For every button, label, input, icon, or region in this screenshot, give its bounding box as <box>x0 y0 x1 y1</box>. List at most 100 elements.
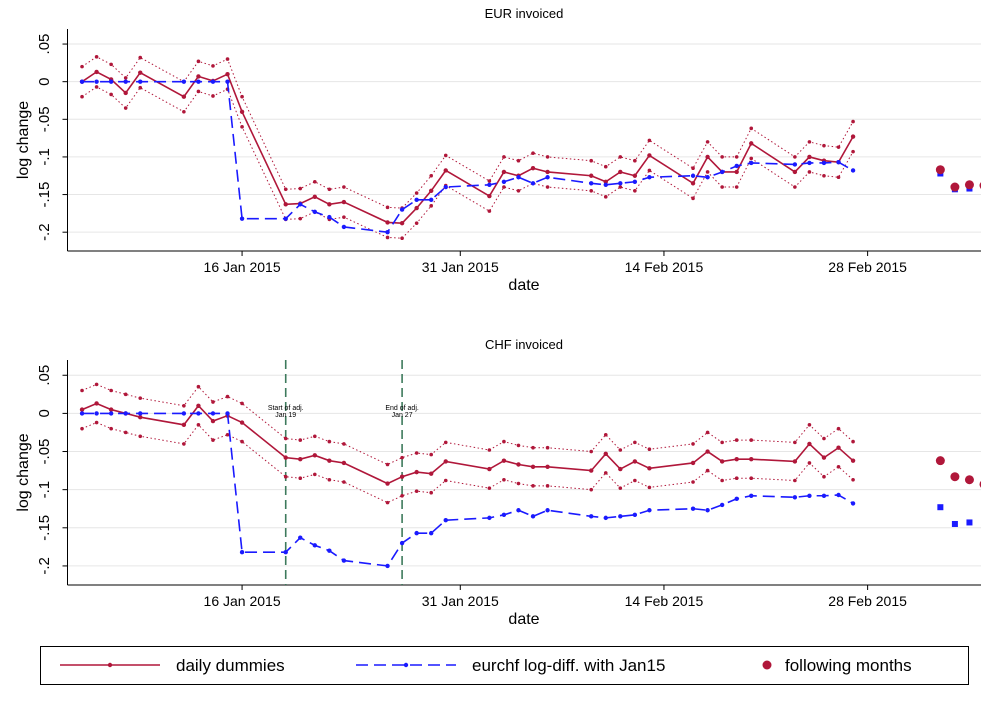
ci-point <box>618 155 623 159</box>
ci-point <box>633 440 637 445</box>
legend-marker <box>107 662 113 668</box>
ci-point <box>225 394 230 399</box>
series-point <box>589 181 594 186</box>
month-point <box>950 472 960 482</box>
month-point <box>964 180 974 190</box>
series-point <box>94 411 99 416</box>
series-point <box>414 530 419 536</box>
ci-point <box>734 185 739 189</box>
legend-label: eurchf log-diff. with Jan15 <box>472 656 665 675</box>
ci-point <box>123 430 128 435</box>
ci-point <box>705 468 710 473</box>
series-point <box>94 401 99 406</box>
x-tick-label: 28 Feb 2015 <box>828 259 907 275</box>
series-point <box>327 214 332 220</box>
ci-point <box>516 443 521 448</box>
series-point <box>123 90 128 96</box>
ci-point <box>80 426 84 431</box>
ci-point <box>385 205 390 210</box>
ci-point <box>225 432 230 437</box>
series-point <box>632 512 638 518</box>
series-point <box>181 94 187 99</box>
series-point <box>734 496 739 502</box>
ci-point <box>691 442 695 446</box>
series-point <box>589 173 594 178</box>
series-point <box>647 175 652 180</box>
ci-point <box>196 89 201 94</box>
ci-point <box>327 439 332 444</box>
ci-point <box>836 464 841 469</box>
series-point <box>603 515 608 521</box>
panel: CHF invoiced .05 0 -.05 -.1 -.15 -.2 log change… <box>15 337 981 628</box>
series-point <box>385 563 390 569</box>
ci-point <box>516 481 521 486</box>
series-point <box>399 540 405 546</box>
ci-point <box>196 59 201 64</box>
ci-point <box>589 188 594 193</box>
y-tick-label: -.1 <box>36 148 53 166</box>
series-point <box>108 79 114 84</box>
series-point <box>530 514 536 519</box>
legend-box <box>40 646 969 685</box>
ci-point <box>502 155 506 159</box>
ci-point <box>283 474 288 479</box>
ci-point <box>589 158 594 163</box>
annotation-label: Jan 19 <box>275 412 296 419</box>
series-point <box>807 441 812 447</box>
ci-point <box>691 196 695 201</box>
ci-point <box>603 164 608 169</box>
series-point <box>399 220 405 226</box>
series-point <box>792 495 798 500</box>
series-point <box>618 181 623 186</box>
series-point <box>618 466 623 472</box>
ci-point <box>851 119 855 124</box>
ci-point <box>298 216 303 221</box>
ci-point <box>342 185 346 189</box>
series-point <box>443 184 448 190</box>
ci-point <box>487 448 492 452</box>
month-point <box>950 182 960 192</box>
ci-point <box>400 455 404 460</box>
series-point <box>327 458 332 463</box>
series-point <box>138 415 143 420</box>
series-point <box>690 181 696 186</box>
ci-point <box>589 449 594 454</box>
ci-point <box>443 153 448 158</box>
series-point <box>385 481 390 486</box>
month-square <box>966 519 973 526</box>
series-point <box>94 69 99 75</box>
ci-point <box>720 155 724 159</box>
ci-point <box>516 188 521 193</box>
y-tick-label: 0 <box>36 78 53 86</box>
ci-point <box>80 64 84 69</box>
series-point <box>428 471 434 476</box>
series-point <box>705 154 710 160</box>
ci-point <box>749 476 754 481</box>
ci-point <box>211 94 215 98</box>
ci-point <box>94 382 99 387</box>
ci-point <box>138 55 143 60</box>
series-point <box>792 459 798 464</box>
series-point <box>836 492 841 498</box>
ci-point <box>211 438 215 442</box>
series-point <box>414 205 419 211</box>
ci-point <box>793 478 797 483</box>
series-point <box>792 169 798 175</box>
ci-line <box>81 421 854 504</box>
series-point <box>181 422 187 428</box>
month-point <box>935 165 945 175</box>
ci-point <box>94 55 99 59</box>
ci-point <box>298 438 303 442</box>
series-point <box>545 175 550 180</box>
series-point <box>312 453 318 458</box>
series-point <box>341 224 347 230</box>
ci-line <box>81 56 854 209</box>
series-point <box>850 134 856 139</box>
series-point <box>516 175 521 180</box>
series-point <box>719 502 725 508</box>
series-point <box>501 512 507 518</box>
legend-label: daily dummies <box>176 656 285 675</box>
series-point <box>487 515 492 521</box>
ci-point <box>720 440 724 445</box>
y-tick-label: -.15 <box>36 515 53 541</box>
